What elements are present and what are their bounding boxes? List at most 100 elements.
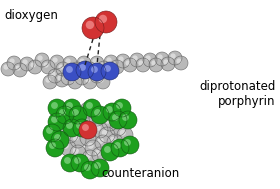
Circle shape	[77, 56, 91, 70]
Circle shape	[86, 21, 94, 29]
Circle shape	[59, 109, 66, 116]
Circle shape	[176, 58, 182, 64]
Circle shape	[73, 135, 79, 141]
Circle shape	[90, 56, 104, 70]
Circle shape	[51, 131, 69, 149]
Circle shape	[164, 59, 169, 65]
Circle shape	[99, 15, 107, 23]
Circle shape	[28, 60, 42, 74]
Circle shape	[98, 138, 104, 144]
Circle shape	[35, 53, 49, 67]
Circle shape	[83, 99, 101, 117]
Text: diprotonated
porphyrin: diprotonated porphyrin	[199, 80, 276, 108]
Circle shape	[80, 130, 96, 146]
Text: dioxygen: dioxygen	[4, 9, 58, 22]
Circle shape	[102, 130, 108, 136]
Circle shape	[161, 57, 175, 71]
Circle shape	[86, 102, 93, 109]
Circle shape	[54, 134, 61, 141]
Circle shape	[95, 135, 111, 151]
Circle shape	[112, 62, 118, 68]
Circle shape	[82, 17, 104, 39]
Circle shape	[88, 143, 94, 149]
Circle shape	[174, 56, 188, 70]
Circle shape	[92, 147, 108, 163]
Text: counteranion: counteranion	[101, 167, 179, 180]
Circle shape	[73, 119, 91, 137]
Circle shape	[116, 54, 130, 68]
Circle shape	[43, 62, 49, 68]
Circle shape	[20, 57, 34, 71]
Circle shape	[88, 63, 106, 81]
Circle shape	[70, 145, 86, 161]
Circle shape	[92, 71, 98, 77]
Circle shape	[118, 56, 124, 62]
Circle shape	[69, 106, 87, 124]
Circle shape	[56, 62, 70, 76]
Circle shape	[122, 114, 129, 121]
Circle shape	[157, 54, 163, 60]
Circle shape	[62, 127, 78, 143]
Circle shape	[102, 115, 118, 131]
Circle shape	[72, 64, 78, 70]
Circle shape	[82, 124, 89, 131]
Circle shape	[61, 154, 79, 172]
Circle shape	[110, 120, 126, 136]
Circle shape	[30, 62, 36, 68]
Circle shape	[46, 139, 64, 157]
Circle shape	[96, 75, 110, 89]
Circle shape	[70, 77, 76, 83]
Circle shape	[58, 64, 64, 70]
Circle shape	[91, 66, 98, 73]
Circle shape	[70, 110, 76, 116]
Circle shape	[73, 148, 79, 154]
Circle shape	[125, 60, 131, 66]
Circle shape	[45, 77, 51, 83]
Circle shape	[57, 75, 63, 81]
Circle shape	[55, 120, 71, 136]
Circle shape	[43, 124, 61, 142]
Circle shape	[68, 75, 82, 89]
Circle shape	[104, 55, 118, 69]
Circle shape	[117, 127, 133, 143]
Circle shape	[92, 122, 108, 138]
Circle shape	[110, 137, 116, 143]
Circle shape	[83, 105, 89, 111]
Circle shape	[80, 118, 86, 124]
Circle shape	[37, 55, 43, 61]
Circle shape	[136, 58, 150, 72]
Circle shape	[132, 55, 138, 61]
Circle shape	[120, 130, 126, 136]
Circle shape	[155, 52, 169, 66]
Circle shape	[91, 106, 109, 124]
Circle shape	[70, 132, 86, 148]
Circle shape	[101, 143, 119, 161]
Circle shape	[168, 51, 182, 65]
Circle shape	[52, 57, 58, 63]
Circle shape	[80, 102, 96, 118]
Circle shape	[60, 140, 76, 156]
Circle shape	[50, 55, 64, 69]
Circle shape	[46, 127, 53, 134]
Circle shape	[85, 153, 91, 159]
Circle shape	[138, 60, 144, 66]
Circle shape	[48, 69, 62, 83]
Circle shape	[107, 134, 123, 150]
Circle shape	[63, 63, 81, 81]
Circle shape	[48, 99, 66, 117]
Circle shape	[130, 53, 144, 67]
Circle shape	[80, 58, 85, 64]
Circle shape	[50, 71, 56, 77]
Circle shape	[71, 154, 89, 172]
Circle shape	[91, 159, 109, 177]
Circle shape	[85, 64, 91, 70]
Circle shape	[98, 77, 104, 83]
Circle shape	[79, 64, 86, 71]
Circle shape	[92, 58, 98, 64]
Circle shape	[63, 119, 81, 137]
Circle shape	[104, 65, 111, 72]
Circle shape	[145, 55, 151, 61]
Circle shape	[66, 102, 73, 109]
Circle shape	[101, 62, 119, 80]
Circle shape	[63, 143, 69, 149]
